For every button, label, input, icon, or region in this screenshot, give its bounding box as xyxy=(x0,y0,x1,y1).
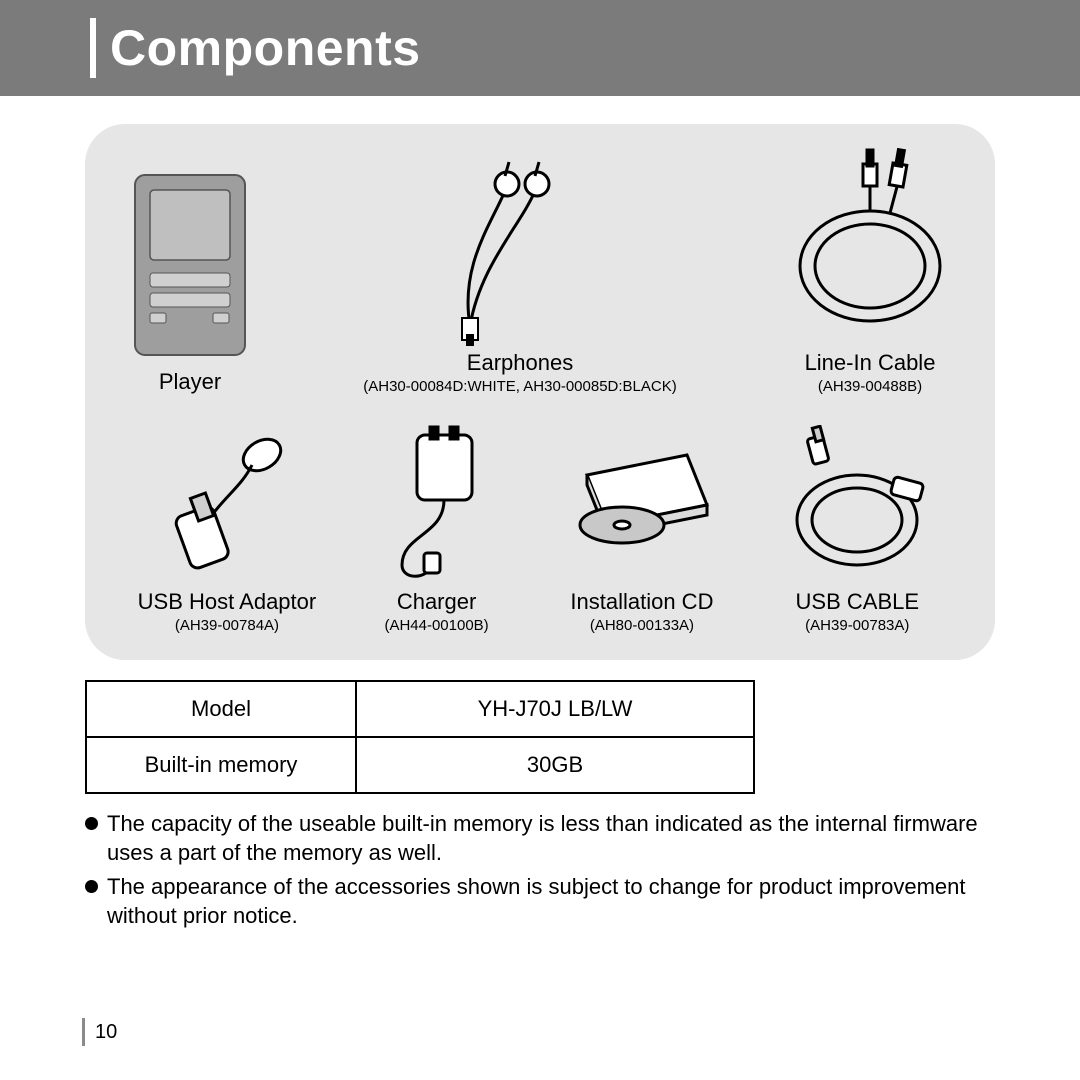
header-bar: Components xyxy=(0,0,1080,96)
spec-r1-c0: Built-in memory xyxy=(86,737,356,793)
components-row-1: Player xyxy=(115,146,965,395)
table-row: Model YH-J70J LB/LW xyxy=(86,681,754,737)
usb-host-adaptor-sublabel: (AH39-00784A) xyxy=(175,617,279,634)
notes-list: The capacity of the useable built-in mem… xyxy=(85,810,995,930)
usb-host-adaptor-icon xyxy=(152,425,302,585)
installation-cd-icon xyxy=(557,425,727,585)
component-installation-cd: Installation CD (AH80-00133A) xyxy=(557,425,727,634)
installation-cd-label: Installation CD xyxy=(570,589,713,615)
components-row-2: USB Host Adaptor (AH39-00784A) xyxy=(115,425,965,634)
components-box: Player xyxy=(85,124,995,660)
content: Player xyxy=(0,96,1080,930)
usb-cable-sublabel: (AH39-00783A) xyxy=(805,617,909,634)
usb-cable-label: USB CABLE xyxy=(796,589,920,615)
component-line-in-cable: Line-In Cable (AH39-00488B) xyxy=(775,146,965,395)
header-pipe xyxy=(90,18,96,78)
component-player: Player xyxy=(115,165,265,395)
usb-cable-icon xyxy=(772,425,942,585)
spec-table: Model YH-J70J LB/LW Built-in memory 30GB xyxy=(85,680,755,794)
component-earphones: Earphones (AH30-00084D:WHITE, AH30-00085… xyxy=(265,146,775,395)
component-usb-cable: USB CABLE (AH39-00783A) xyxy=(772,425,942,634)
installation-cd-sublabel: (AH80-00133A) xyxy=(590,617,694,634)
spec-r0-c0: Model xyxy=(86,681,356,737)
charger-sublabel: (AH44-00100B) xyxy=(384,617,488,634)
earphones-label: Earphones xyxy=(467,350,573,376)
page-number: 10 xyxy=(82,1018,117,1046)
component-usb-host-adaptor: USB Host Adaptor (AH39-00784A) xyxy=(138,425,317,634)
note-item: The capacity of the useable built-in mem… xyxy=(85,810,995,867)
component-charger: Charger (AH44-00100B) xyxy=(362,425,512,634)
page-number-text: 10 xyxy=(95,1021,117,1044)
note-item: The appearance of the accessories shown … xyxy=(85,873,995,930)
line-in-cable-label: Line-In Cable xyxy=(805,350,936,376)
charger-label: Charger xyxy=(397,589,476,615)
charger-icon xyxy=(362,425,512,585)
player-icon xyxy=(115,165,265,365)
line-in-cable-icon xyxy=(775,146,965,346)
page-title: Components xyxy=(110,19,421,77)
player-label: Player xyxy=(159,369,221,395)
usb-host-adaptor-label: USB Host Adaptor xyxy=(138,589,317,615)
spec-r1-c1: 30GB xyxy=(356,737,754,793)
page-number-pipe xyxy=(82,1018,85,1046)
earphones-sublabel: (AH30-00084D:WHITE, AH30-00085D:BLACK) xyxy=(363,378,676,395)
line-in-cable-sublabel: (AH39-00488B) xyxy=(818,378,922,395)
spec-r0-c1: YH-J70J LB/LW xyxy=(356,681,754,737)
table-row: Built-in memory 30GB xyxy=(86,737,754,793)
earphones-icon xyxy=(410,146,630,346)
